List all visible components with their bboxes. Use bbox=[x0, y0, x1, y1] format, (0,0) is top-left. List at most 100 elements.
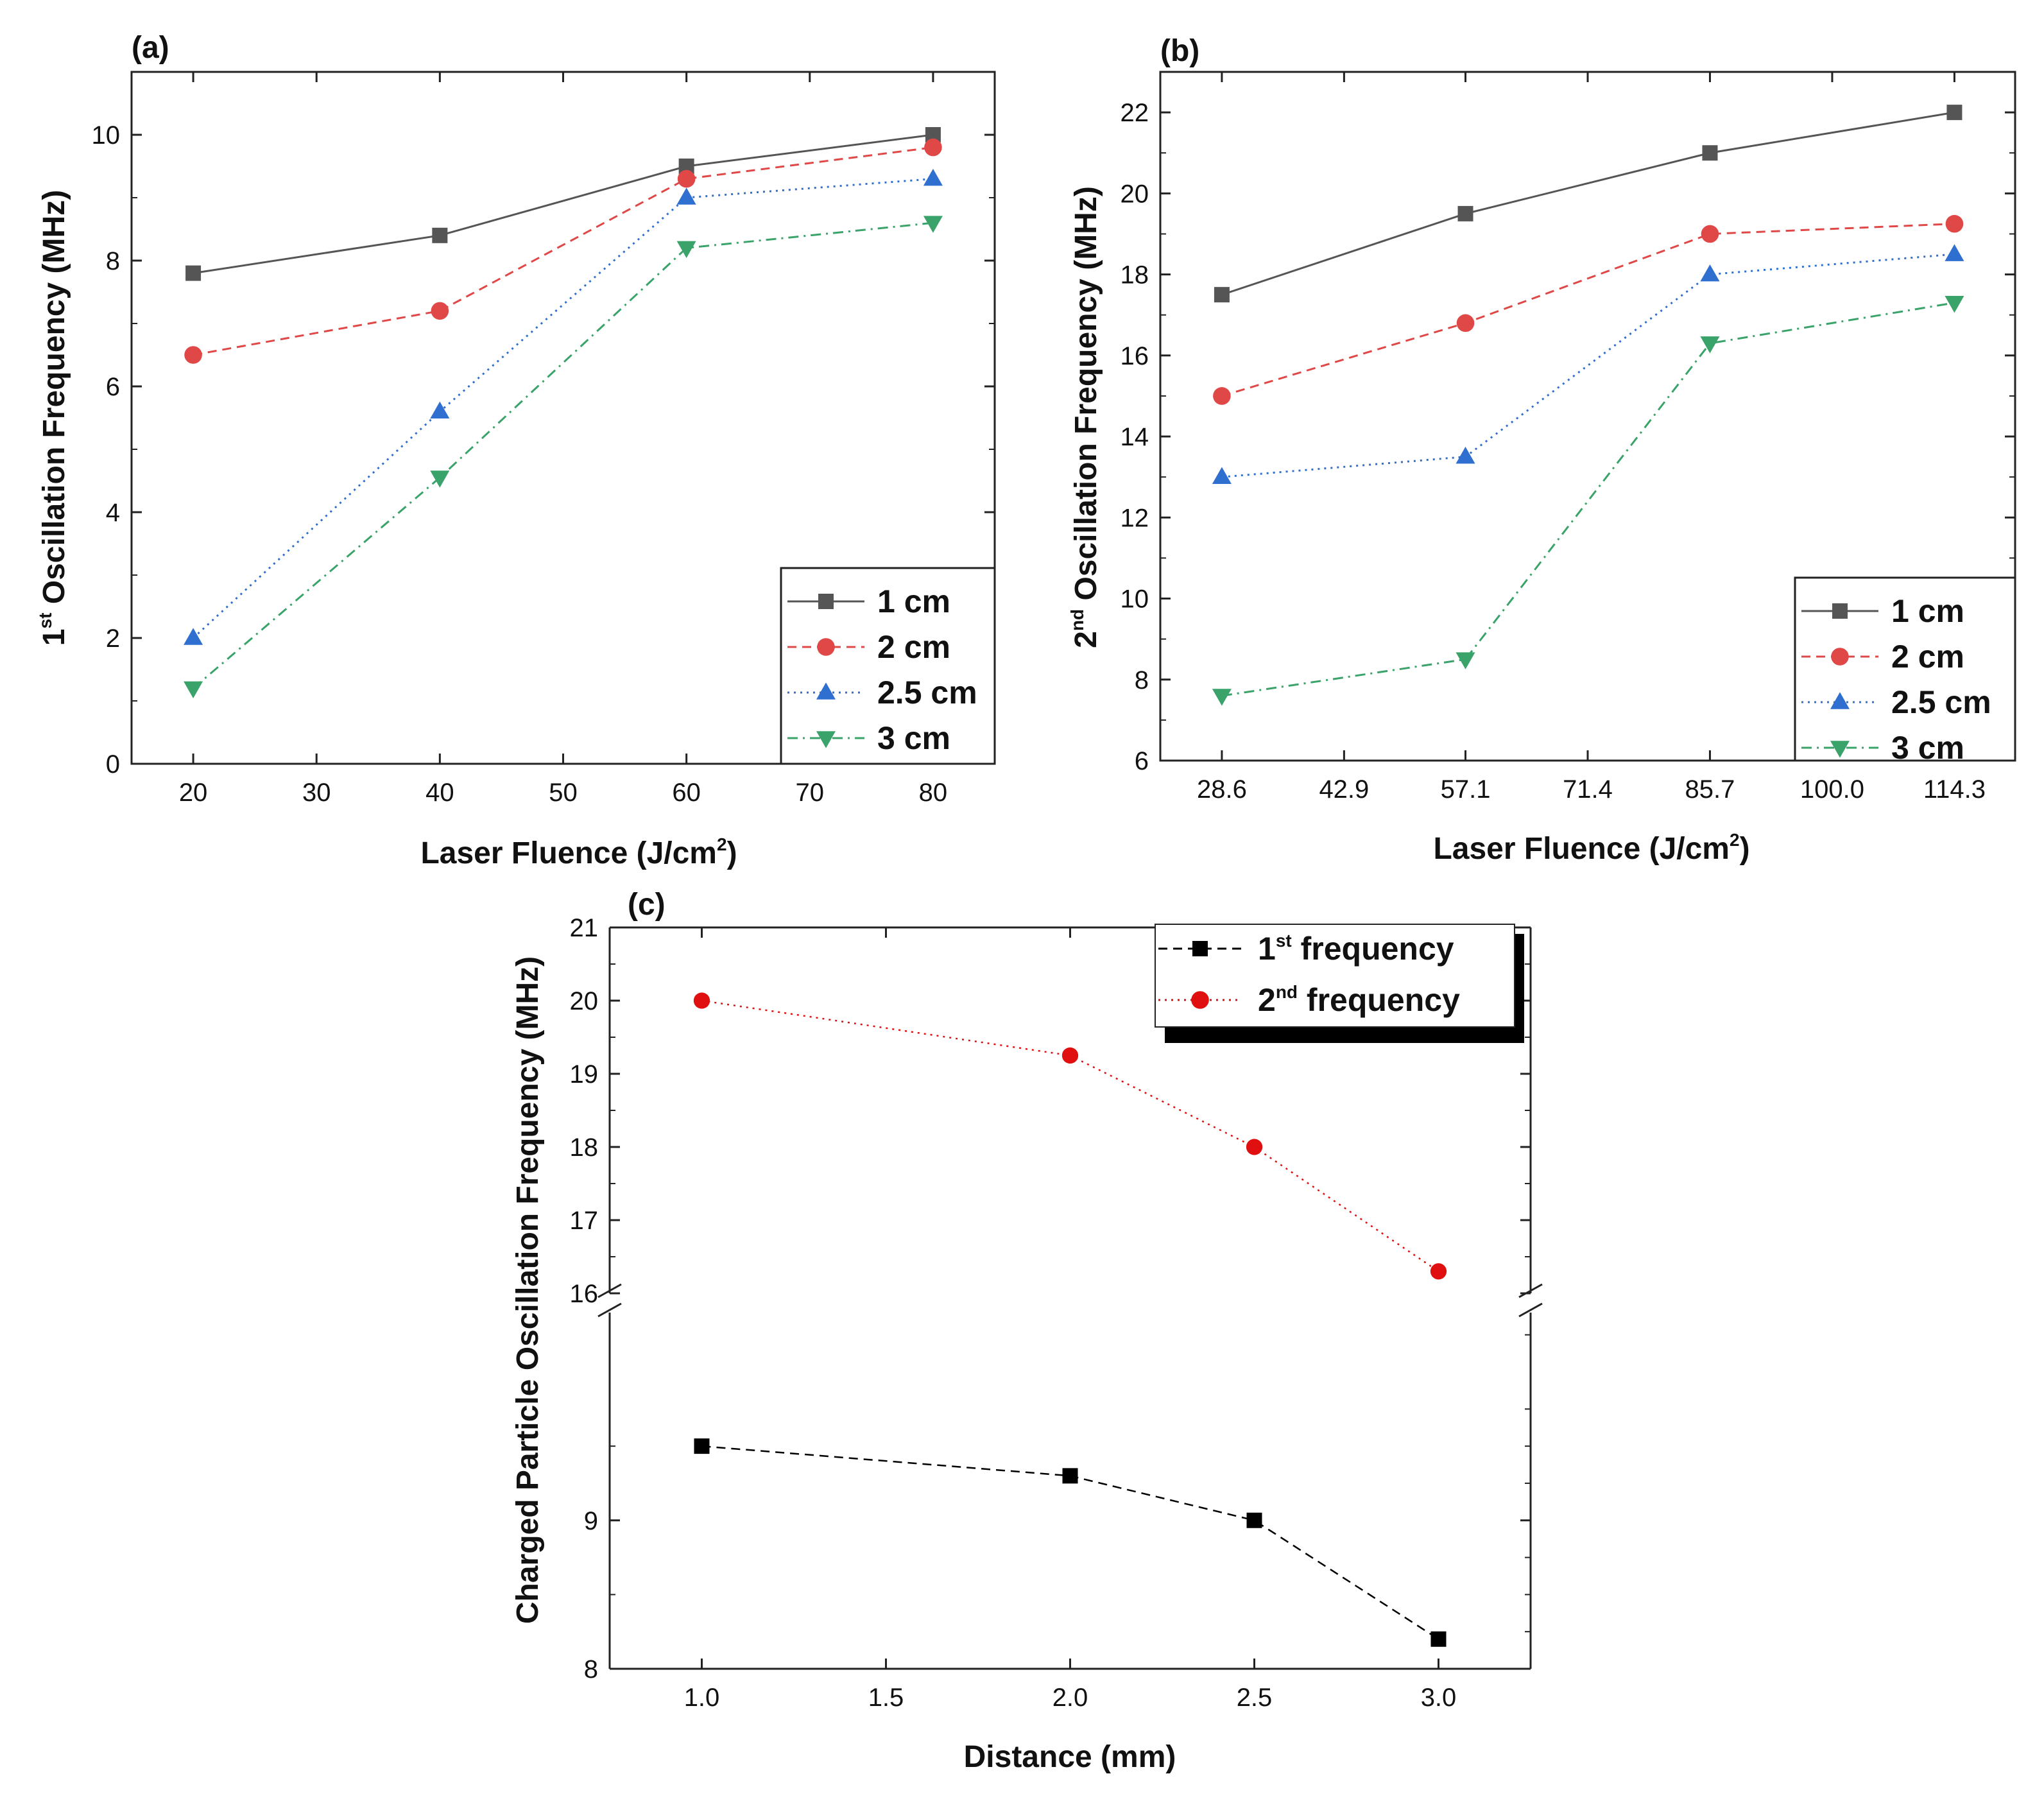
legend-marker bbox=[1832, 603, 1848, 619]
legend-label-part: 1 bbox=[1258, 931, 1276, 967]
axis-break-mark bbox=[1518, 1302, 1543, 1318]
legend: 1 cm 2 cm 2.5 cm 3 cm bbox=[780, 567, 996, 765]
data-point bbox=[1061, 1047, 1079, 1064]
x-tick-label: 80 bbox=[919, 779, 948, 807]
y-tick-label: 16 bbox=[570, 1280, 599, 1308]
legend-label: 2 cm bbox=[877, 629, 950, 665]
y-tick-label: 17 bbox=[570, 1207, 599, 1235]
y-tick-label: 18 bbox=[1121, 261, 1149, 289]
data-point bbox=[1700, 264, 1720, 282]
series-line-2 bbox=[193, 146, 934, 356]
legend-label-part: frequency bbox=[1298, 982, 1460, 1018]
legend-label: 1 cm bbox=[877, 583, 950, 619]
y-tick-label: 12 bbox=[1121, 504, 1149, 532]
legend-box bbox=[1794, 576, 2016, 762]
data-point bbox=[1456, 652, 1475, 669]
y-tick-label: 20 bbox=[1121, 180, 1149, 208]
data-point bbox=[430, 470, 450, 488]
panel-label: (c) bbox=[628, 888, 666, 922]
data-point bbox=[1430, 1631, 1447, 1647]
data-point bbox=[185, 265, 202, 281]
data-point bbox=[184, 628, 203, 645]
y-axis-title: Charged Particle Oscillation Frequency (… bbox=[511, 956, 545, 1624]
data-point bbox=[184, 346, 202, 364]
x-axis-title: Distance (mm) bbox=[964, 1740, 1176, 1774]
data-point bbox=[693, 992, 710, 1009]
legend-marker bbox=[817, 638, 835, 656]
legend-marker bbox=[1191, 991, 1209, 1009]
y-axis-title: 1st Oscillation Frequency (MHz) bbox=[35, 190, 71, 646]
legend-label: 3 cm bbox=[1891, 730, 1964, 766]
data-point bbox=[1701, 225, 1719, 243]
y-tick-label: 10 bbox=[1121, 585, 1149, 614]
x-tick-label: 2.5 bbox=[1237, 1684, 1273, 1712]
y-tick-label: 9 bbox=[584, 1507, 598, 1535]
y-tick-label: 8 bbox=[106, 247, 120, 275]
data-point bbox=[1702, 145, 1718, 161]
legend-label: 2.5 cm bbox=[1891, 684, 1991, 720]
x-tick-label: 3.0 bbox=[1421, 1684, 1457, 1712]
y-tick-label: 2 bbox=[106, 625, 120, 653]
y-tick-label: 19 bbox=[570, 1060, 599, 1089]
series-line-4 bbox=[193, 221, 934, 689]
data-point bbox=[1457, 205, 1473, 221]
data-point bbox=[1456, 447, 1475, 464]
legend-box bbox=[1155, 924, 1515, 1028]
data-point bbox=[1945, 295, 1964, 313]
y-tick-label: 0 bbox=[106, 750, 120, 779]
legend-marker bbox=[1830, 741, 1850, 758]
data-point bbox=[1062, 1468, 1078, 1484]
legend-marker bbox=[816, 731, 836, 748]
legend-marker bbox=[1831, 648, 1849, 666]
series-line-2 bbox=[1221, 223, 1955, 397]
data-point bbox=[1214, 287, 1230, 303]
panel-label: (a) bbox=[132, 31, 169, 65]
axis-break-mark bbox=[597, 1283, 622, 1298]
data-point bbox=[1246, 1139, 1263, 1155]
legend-label-part: 2 bbox=[1258, 982, 1276, 1018]
legend-marker bbox=[1830, 692, 1850, 709]
series-line-2 bbox=[701, 999, 1439, 1272]
chart-panel-b: (b) 28.6 42.9 57.1 71.4 85.7 100.0 114.3 6 8 10 12… bbox=[1067, 34, 2016, 866]
x-tick-label: 1.0 bbox=[684, 1684, 720, 1712]
x-tick-label: 2.0 bbox=[1052, 1684, 1088, 1712]
data-point bbox=[184, 681, 203, 698]
data-point bbox=[430, 401, 450, 418]
series-line-3 bbox=[1221, 253, 1955, 478]
series-line-1 bbox=[193, 134, 934, 275]
legend-marker bbox=[1192, 941, 1208, 956]
axis-break-mark bbox=[1518, 1283, 1543, 1298]
y-tick-label: 18 bbox=[570, 1133, 599, 1162]
y-tick-label: 4 bbox=[106, 499, 120, 527]
x-tick-label: 30 bbox=[302, 779, 331, 807]
legend-marker bbox=[818, 594, 834, 609]
y-tick-label: 6 bbox=[1135, 747, 1149, 775]
x-tick-label: 71.4 bbox=[1563, 775, 1613, 804]
series-line-4 bbox=[1221, 302, 1955, 697]
legend-label-sup: nd bbox=[1276, 982, 1298, 1002]
series-line-1 bbox=[701, 1445, 1439, 1640]
data-point bbox=[432, 227, 448, 243]
series-line-3 bbox=[193, 178, 934, 639]
x-tick-label: 57.1 bbox=[1441, 775, 1491, 804]
data-point bbox=[431, 302, 449, 320]
axis-break-mark bbox=[597, 1302, 622, 1318]
x-tick-label: 28.6 bbox=[1197, 775, 1247, 804]
x-tick-label: 100.0 bbox=[1800, 775, 1864, 804]
y-tick-label: 8 bbox=[1135, 666, 1149, 694]
legend-label: 1 cm bbox=[1891, 593, 1964, 629]
series-line-1 bbox=[1221, 111, 1955, 296]
y-tick-label: 6 bbox=[106, 373, 120, 401]
y-tick-label: 10 bbox=[92, 121, 121, 150]
legend-label: 2 cm bbox=[1891, 639, 1964, 675]
data-point bbox=[924, 138, 942, 157]
legend: 1 cm 2 cm 2.5 cm 3 cm bbox=[1794, 576, 2016, 766]
x-tick-label: 114.3 bbox=[1923, 775, 1986, 804]
x-tick-label: 40 bbox=[425, 779, 454, 807]
x-tick-label: 42.9 bbox=[1319, 775, 1369, 804]
data-point bbox=[1246, 1512, 1262, 1528]
data-point bbox=[676, 241, 696, 258]
